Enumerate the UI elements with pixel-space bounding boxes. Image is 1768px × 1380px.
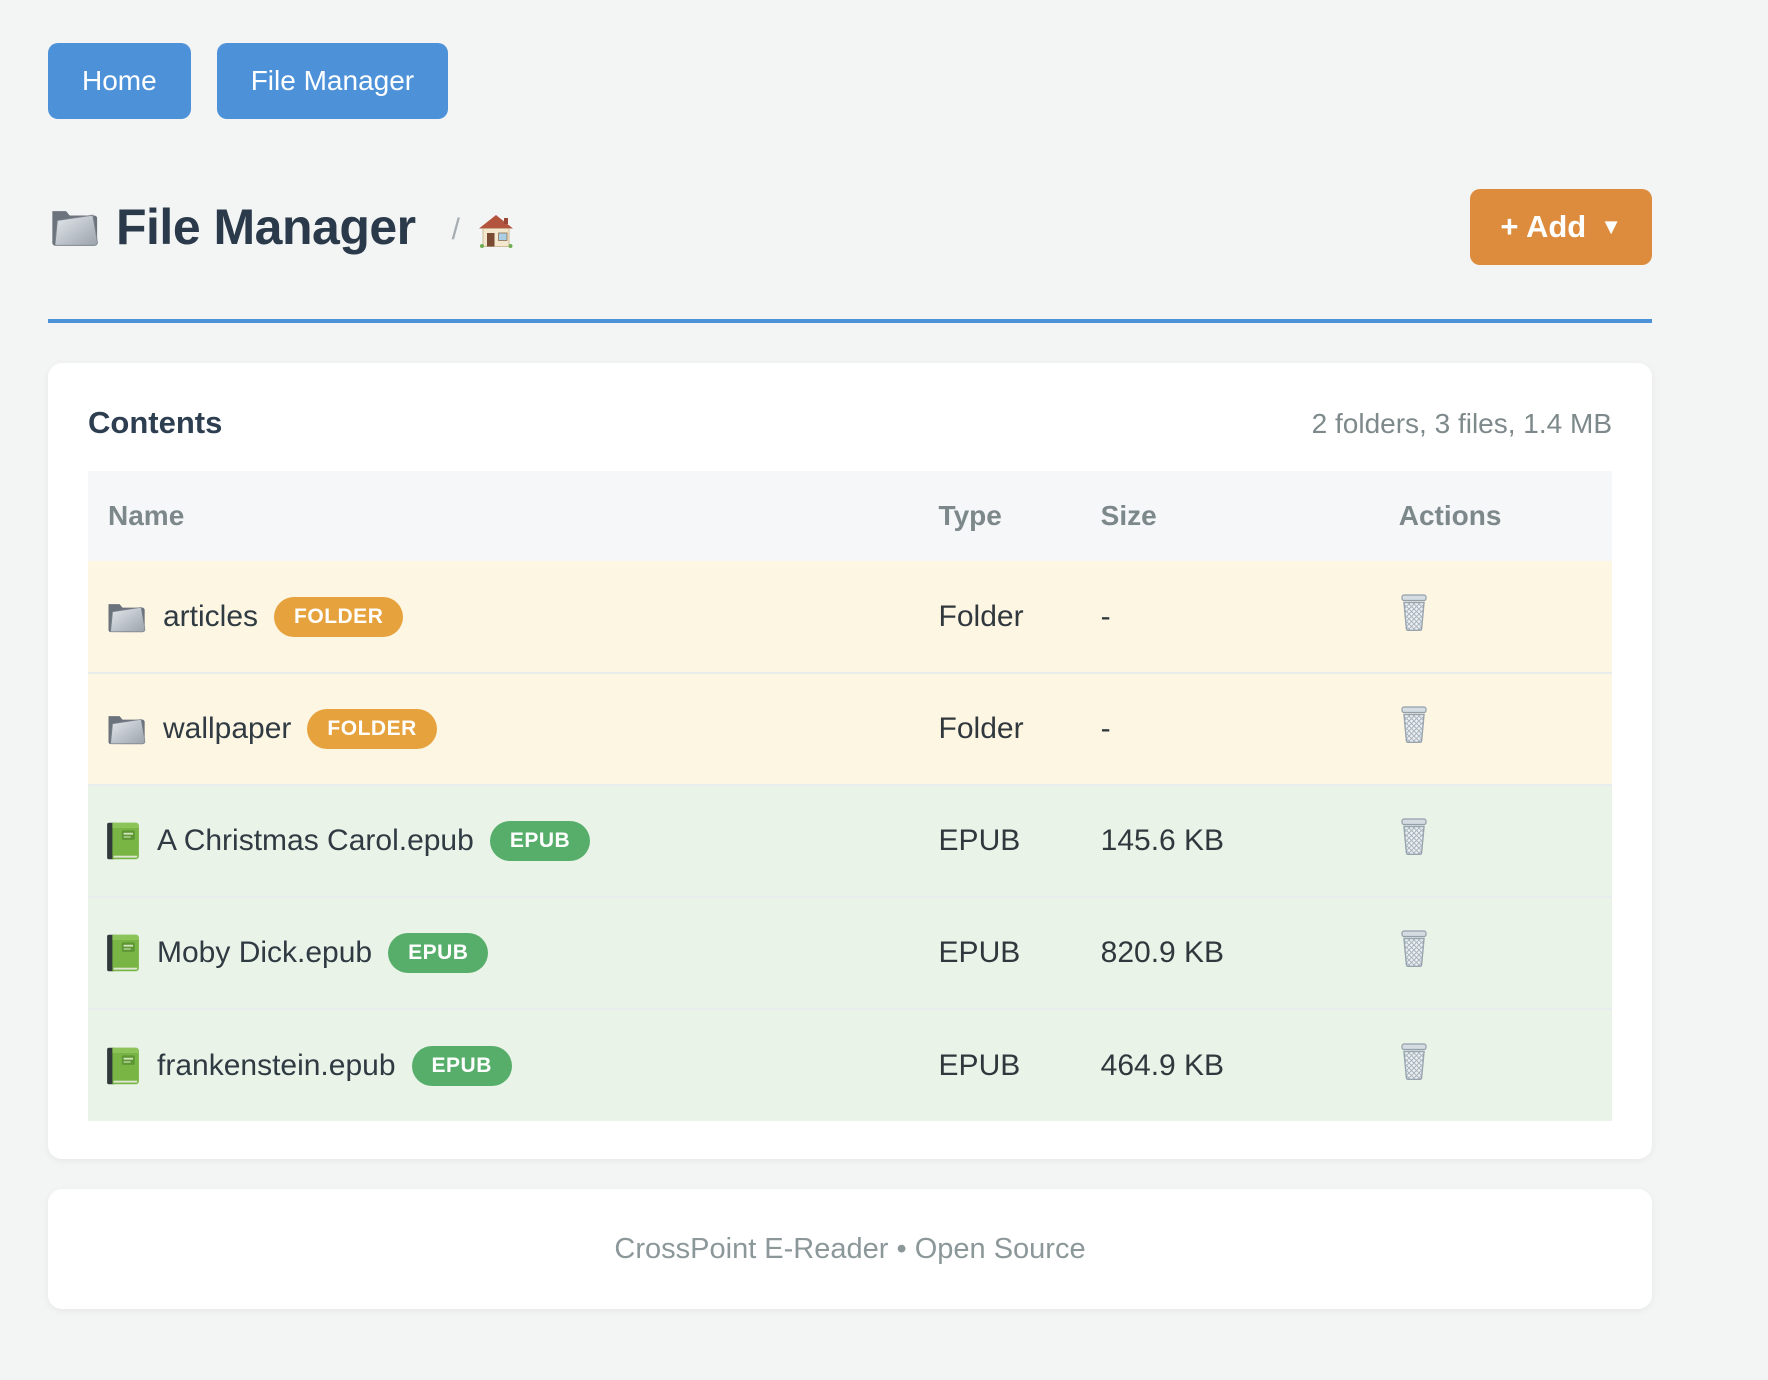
trash-icon: [1399, 818, 1429, 856]
page-header: File Manager / + Add ▼: [48, 189, 1652, 265]
file-link[interactable]: frankenstein.epub EPUB: [105, 1045, 939, 1086]
delete-button[interactable]: [1399, 706, 1429, 744]
file-type: EPUB: [938, 1048, 1021, 1082]
caret-down-icon: ▼: [1600, 214, 1622, 239]
trash-icon: [1399, 930, 1429, 968]
file-link[interactable]: A Christmas Carol.epub EPUB: [105, 821, 939, 861]
file-name: wallpaper: [163, 712, 292, 745]
home-button[interactable]: Home: [48, 43, 191, 119]
breadcrumb-separator: /: [451, 213, 460, 246]
file-size: -: [1100, 599, 1111, 633]
footer-text: CrossPoint E-Reader • Open Source: [614, 1232, 1086, 1265]
file-type: EPUB: [938, 824, 1021, 857]
title-divider: [48, 319, 1652, 323]
folder-badge: FOLDER: [274, 596, 404, 637]
file-link[interactable]: wallpaper FOLDER: [105, 709, 939, 749]
file-type: Folder: [938, 599, 1024, 633]
file-size: -: [1100, 712, 1111, 745]
file-manager-button[interactable]: File Manager: [216, 43, 449, 119]
table-row-frankenstein: frankenstein.epub EPUB EPUB 464.9 KB: [88, 1009, 1612, 1121]
delete-button[interactable]: [1399, 818, 1429, 856]
contents-card-header: Contents 2 folders, 3 files, 1.4 MB: [88, 405, 1612, 441]
delete-button[interactable]: [1399, 930, 1429, 968]
table-row-christmas-carol: A Christmas Carol.epub EPUB EPUB 145.6 K…: [88, 785, 1612, 897]
page-title: File Manager: [116, 199, 416, 255]
contents-card: Contents 2 folders, 3 files, 1.4 MB Name…: [48, 363, 1652, 1159]
trash-icon: [1399, 594, 1429, 632]
epub-badge: EPUB: [411, 1045, 512, 1086]
title-group: File Manager /: [48, 198, 514, 256]
file-size: 820.9 KB: [1100, 936, 1225, 969]
folder-icon: [48, 205, 100, 249]
book-icon: [105, 933, 141, 973]
table-row-wallpaper: wallpaper FOLDER Folder -: [88, 673, 1612, 785]
trash-icon: [1399, 1043, 1429, 1081]
folder-icon: [105, 599, 147, 635]
house-icon[interactable]: [478, 214, 514, 248]
file-type: EPUB: [938, 936, 1021, 969]
column-header-type: Type: [938, 500, 1002, 531]
footer-card: CrossPoint E-Reader • Open Source: [48, 1189, 1652, 1309]
table-row-articles: articles FOLDER Folder -: [88, 561, 1612, 673]
book-icon: [105, 821, 141, 861]
folder-badge: FOLDER: [307, 709, 437, 749]
page-container: Home File Manager File Manager / + Add ▼…: [48, 0, 1652, 1309]
contents-title: Contents: [88, 405, 223, 440]
column-header-name: Name: [108, 500, 185, 531]
folder-icon: [105, 711, 147, 747]
file-name: A Christmas Carol.epub: [157, 824, 474, 857]
column-header-actions: Actions: [1398, 500, 1502, 531]
table-row-moby-dick: Moby Dick.epub EPUB EPUB 820.9 KB: [88, 897, 1612, 1009]
file-link[interactable]: articles FOLDER: [105, 596, 939, 637]
book-icon: [105, 1046, 141, 1086]
trash-icon: [1399, 706, 1429, 744]
add-button-label: + Add: [1500, 209, 1587, 244]
table-header-row: Name Type Size Actions: [88, 471, 1612, 561]
top-nav: Home File Manager: [48, 0, 1652, 119]
file-type: Folder: [938, 712, 1024, 745]
column-header-size: Size: [1100, 500, 1157, 531]
file-name: Moby Dick.epub: [157, 936, 373, 969]
file-name: articles: [163, 599, 259, 633]
epub-badge: EPUB: [489, 821, 591, 861]
file-size: 145.6 KB: [1100, 824, 1225, 857]
epub-badge: EPUB: [388, 933, 489, 973]
add-button[interactable]: + Add ▼: [1470, 189, 1652, 265]
contents-summary: 2 folders, 3 files, 1.4 MB: [1311, 408, 1612, 439]
file-name: frankenstein.epub: [157, 1048, 396, 1082]
delete-button[interactable]: [1399, 1043, 1429, 1081]
delete-button[interactable]: [1399, 594, 1429, 632]
file-size: 464.9 KB: [1100, 1048, 1225, 1082]
file-table: Name Type Size Actions articles FOLDER: [88, 471, 1612, 1121]
file-link[interactable]: Moby Dick.epub EPUB: [105, 933, 939, 973]
